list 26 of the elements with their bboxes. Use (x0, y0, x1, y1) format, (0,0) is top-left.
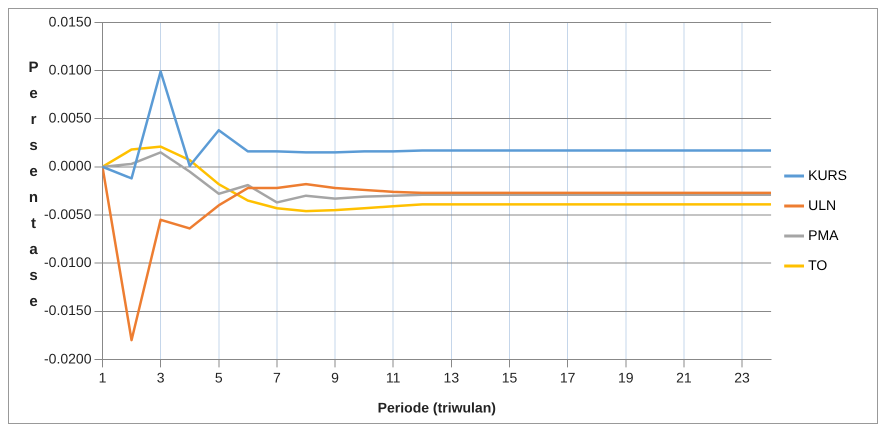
x-tick-label: 13 (444, 370, 460, 386)
x-tick-label: 11 (386, 370, 401, 386)
y-tick-label: 0.0150 (48, 13, 92, 30)
y-axis-title: Persentase (25, 59, 42, 319)
x-tick-label: 5 (214, 370, 223, 386)
x-tick-label: 21 (676, 370, 692, 386)
y-tick-label: -0.0150 (44, 302, 92, 318)
x-axis-title: Periode (triwulan) (378, 399, 496, 416)
x-tick-label: 15 (502, 370, 518, 386)
legend-label: KURS (808, 166, 848, 183)
y-tick-label: 0.0050 (48, 110, 92, 126)
x-tick-label: 3 (156, 370, 165, 386)
y-tick-label: -0.0050 (44, 206, 92, 222)
x-tick-label: 1 (98, 370, 107, 386)
x-tick-label: 7 (273, 370, 282, 386)
legend-label: TO (808, 256, 828, 273)
x-tick-label: 17 (560, 370, 576, 386)
y-tick-label: -0.0200 (44, 350, 92, 366)
y-tick-label: 0.0100 (48, 61, 92, 78)
legend-label: ULN (808, 196, 836, 213)
x-tick-label: 9 (331, 370, 340, 386)
x-tick-label: 23 (734, 370, 750, 386)
y-tick-label: 0.0000 (48, 158, 92, 174)
x-tick-label: 19 (618, 370, 634, 386)
legend-label: PMA (808, 226, 840, 243)
y-tick-label: -0.0100 (44, 254, 92, 270)
